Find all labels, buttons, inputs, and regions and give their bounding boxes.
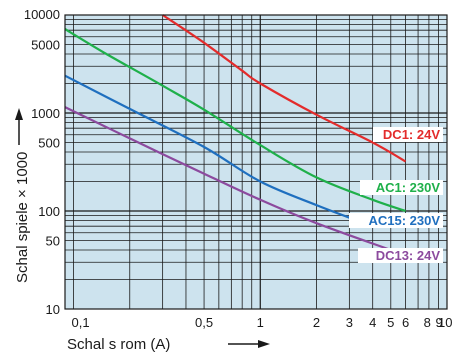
x-tick-label: 0,1 <box>72 315 90 330</box>
series-label-1: DC1: 24V <box>383 127 440 142</box>
x-tick-label: 3 <box>346 315 353 330</box>
x-tick-label: 9 <box>435 315 442 330</box>
y-axis-tick-labels: 10000 5000 1000 500 100 50 10 <box>24 7 60 317</box>
x-axis-arrow <box>228 340 270 348</box>
x-tick-label: 1 <box>257 315 264 330</box>
y-tick-label: 10000 <box>24 7 60 22</box>
y-tick-label: 1000 <box>31 106 60 121</box>
series-label-bg <box>358 248 443 263</box>
x-tick-label: 5 <box>387 315 394 330</box>
series-labels: DC1: 24V AC1: 230V AC15: 230V DC13: 24V <box>349 127 443 263</box>
y-tick-label: 5000 <box>31 38 60 53</box>
series-line-1 <box>161 14 407 163</box>
x-tick-label: 10 <box>438 315 452 330</box>
plot-background <box>65 15 447 309</box>
series-line-3 <box>64 74 358 222</box>
series-label-3: AC15: 230V <box>368 213 440 228</box>
y-axis-arrow <box>15 108 23 145</box>
x-tick-label: 6 <box>402 315 409 330</box>
x-tick-label: 2 <box>313 315 320 330</box>
series-label-bg <box>373 127 443 142</box>
x-tick-label: 0,5 <box>195 315 213 330</box>
y-tick-label: 10 <box>46 302 60 317</box>
series-label-4: DC13: 24V <box>376 248 441 263</box>
plot-frame <box>64 14 448 310</box>
series-label-bg <box>360 180 443 195</box>
x-axis-title: Schal s rom (A) <box>67 336 170 353</box>
series-lines <box>64 14 407 252</box>
series-label-2: AC1: 230V <box>376 180 441 195</box>
y-tick-label: 500 <box>38 136 60 151</box>
series-line-4 <box>64 106 392 252</box>
x-axis-tick-labels: 0,1 0,5 1 2 3 4 5 6 8 910 <box>72 315 453 330</box>
x-tick-label: 8 <box>424 315 431 330</box>
y-axis-title: Schal spiele × 1000 <box>14 152 31 283</box>
y-tick-label: 50 <box>46 234 60 249</box>
series-label-bg <box>349 213 443 228</box>
series-line-2 <box>64 28 406 213</box>
y-tick-label: 100 <box>38 204 60 219</box>
x-tick-label: 4 <box>369 315 376 330</box>
